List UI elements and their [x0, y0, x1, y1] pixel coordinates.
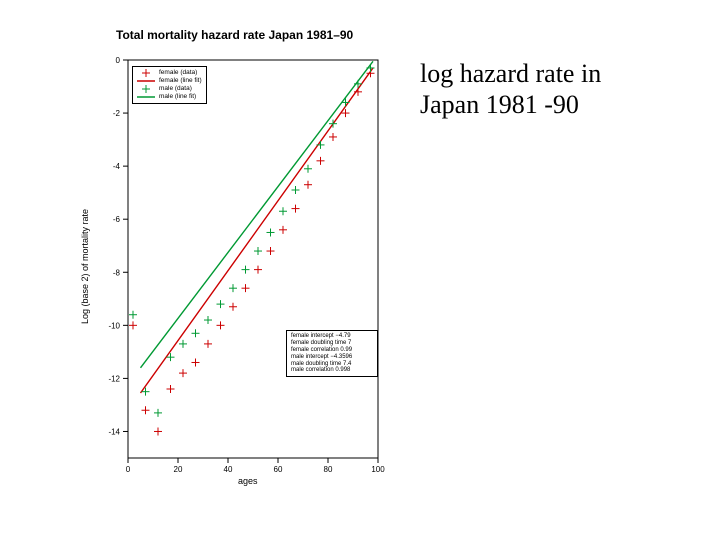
plot-area: 0 20 40 60 80 100 -14 -12 -10 -8 -6 -4 -2 0	[68, 24, 398, 494]
svg-text:80: 80	[324, 465, 333, 474]
svg-text:40: 40	[224, 465, 233, 474]
slide-caption: log hazard rate in Japan 1981 -90	[420, 58, 601, 120]
svg-text:-12: -12	[108, 374, 120, 383]
legend-label: female (line fit)	[159, 77, 202, 84]
legend-swatch	[137, 77, 155, 85]
legend-item: male (line fit)	[137, 93, 202, 101]
hazard-chart: Total mortality hazard rate Japan 1981–9…	[68, 24, 398, 494]
svg-text:60: 60	[274, 465, 283, 474]
legend-swatch	[137, 69, 155, 77]
svg-text:20: 20	[174, 465, 183, 474]
stats-line: male doubling time 7.4	[291, 361, 373, 368]
svg-text:100: 100	[371, 465, 385, 474]
svg-text:-8: -8	[113, 268, 121, 277]
stats-line: female doubling time 7	[291, 340, 373, 347]
legend-swatch	[137, 93, 155, 101]
svg-text:-10: -10	[108, 321, 120, 330]
legend: female (data)female (line fit)male (data…	[132, 66, 207, 104]
legend-label: male (line fit)	[159, 93, 196, 100]
svg-text:0: 0	[116, 56, 121, 65]
legend-item: female (line fit)	[137, 77, 202, 85]
legend-swatch	[137, 85, 155, 93]
stats-box: female intercept −4.79female doubling ti…	[286, 330, 378, 377]
legend-item: female (data)	[137, 69, 202, 77]
svg-text:-14: -14	[108, 427, 120, 436]
caption-line-2: Japan 1981 -90	[420, 90, 579, 119]
svg-text:0: 0	[126, 465, 131, 474]
svg-text:-2: -2	[113, 109, 121, 118]
svg-text:-6: -6	[113, 215, 121, 224]
legend-label: male (data)	[159, 85, 192, 92]
caption-line-1: log hazard rate in	[420, 59, 601, 88]
stats-line: female intercept −4.79	[291, 333, 373, 340]
legend-item: male (data)	[137, 85, 202, 93]
legend-label: female (data)	[159, 69, 197, 76]
stats-line: male correlation 0.998	[291, 367, 373, 374]
svg-text:-4: -4	[113, 162, 121, 171]
stats-line: male intercept −4.3596	[291, 354, 373, 361]
stats-line: female correlation 0.99	[291, 347, 373, 354]
